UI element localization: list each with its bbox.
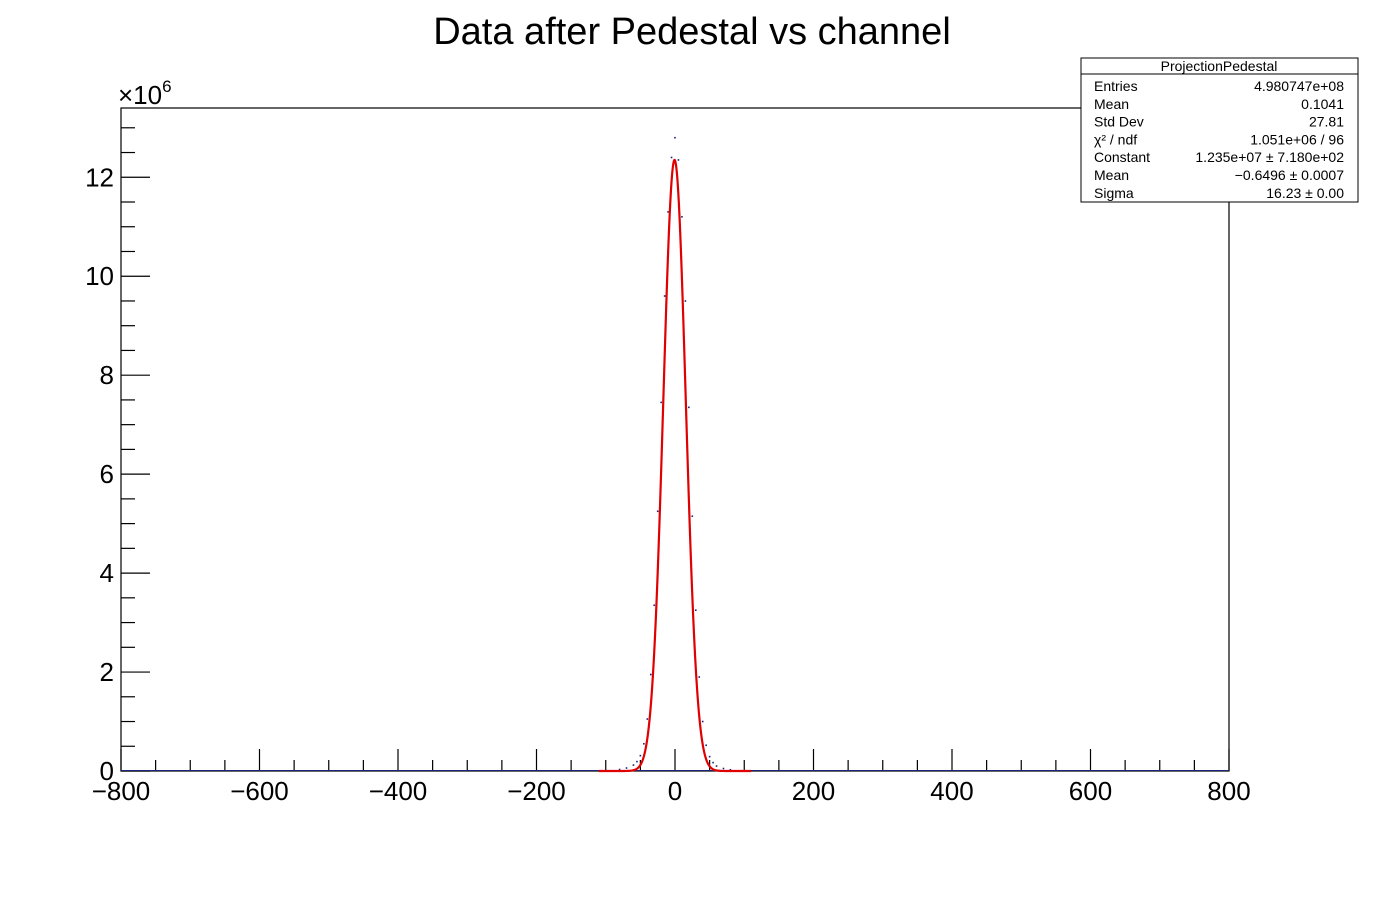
stats-row-label: χ² / ndf (1094, 131, 1137, 147)
data-point (636, 760, 638, 763)
gaussian-fit-curve (598, 158, 752, 773)
data-point (694, 609, 697, 611)
data-point (705, 744, 707, 747)
data-point (656, 510, 659, 513)
data-point (670, 156, 673, 159)
stats-row-value: 1.235e+07 ± 7.180e+02 (1195, 149, 1344, 165)
stats-row-value: −0.6496 ± 0.0007 (1235, 167, 1344, 183)
x-tick-label: −200 (507, 776, 566, 806)
x-tick-label: 600 (1069, 776, 1112, 806)
y-multiplier-label: ×106 (118, 77, 172, 110)
data-point (684, 300, 687, 302)
x-tick-label: 0 (668, 776, 682, 806)
stats-row-value: 16.23 ± 0.00 (1266, 185, 1344, 201)
stats-row-label: Std Dev (1094, 114, 1144, 130)
x-tick-label: 800 (1207, 776, 1250, 806)
data-series (121, 136, 1229, 772)
y-tick-label: 6 (100, 459, 114, 489)
data-point (698, 676, 701, 678)
data-point (643, 742, 645, 745)
stats-row-label: Constant (1094, 149, 1150, 165)
data-point (625, 767, 628, 769)
stats-box: ProjectionPedestal Entries 4.980747e+08 Me… (1080, 57, 1359, 203)
y-tick-label: 4 (100, 558, 114, 588)
data-point (663, 295, 666, 297)
data-point (653, 604, 656, 607)
x-tick-label: −600 (230, 776, 289, 806)
stats-row-value: 1.051e+06 / 96 (1250, 131, 1344, 147)
data-point (691, 515, 694, 517)
data-point (715, 765, 718, 767)
y-tick-label: 12 (85, 162, 114, 192)
data-point (660, 401, 662, 404)
data-point (618, 768, 621, 771)
y-tick-label: 0 (100, 756, 114, 786)
data-point (708, 755, 711, 758)
data-point (674, 136, 676, 139)
data-point (729, 768, 732, 771)
data-point (639, 754, 642, 757)
data-point (681, 216, 683, 218)
x-tick-label: 200 (792, 776, 835, 806)
data-point (649, 673, 652, 676)
chart-title: Data after Pedestal vs channel (433, 11, 951, 53)
stats-box-title: ProjectionPedestal (1161, 58, 1278, 74)
data-point (632, 764, 635, 766)
data-point (688, 406, 690, 409)
stats-row-label: Entries (1094, 78, 1138, 94)
stats-row-label: Mean (1094, 96, 1129, 112)
x-tick-label: −800 (92, 776, 151, 806)
plot-frame (120, 107, 1230, 772)
y-tick-label: 2 (100, 657, 114, 687)
y-tick-label: 10 (85, 261, 114, 291)
data-point (701, 720, 704, 723)
stats-row-value: 0.1041 (1301, 96, 1344, 112)
stats-row-label: Sigma (1094, 185, 1134, 201)
y-axis: 0 2 4 6 8 10 12 (85, 127, 150, 786)
data-point (677, 159, 680, 161)
stats-row-label: Mean (1094, 167, 1129, 183)
stats-row-value: 4.980747e+08 (1254, 78, 1344, 94)
x-tick-label: −400 (369, 776, 428, 806)
data-point (667, 211, 669, 213)
stats-row-value: 27.81 (1309, 114, 1344, 130)
x-tick-label: 400 (930, 776, 973, 806)
x-axis: −800 −600 −400 −200 0 200 400 600 800 (92, 749, 1251, 806)
data-point (722, 767, 725, 770)
data-point (712, 761, 714, 764)
y-tick-label: 8 (100, 360, 114, 390)
data-point (646, 718, 649, 720)
